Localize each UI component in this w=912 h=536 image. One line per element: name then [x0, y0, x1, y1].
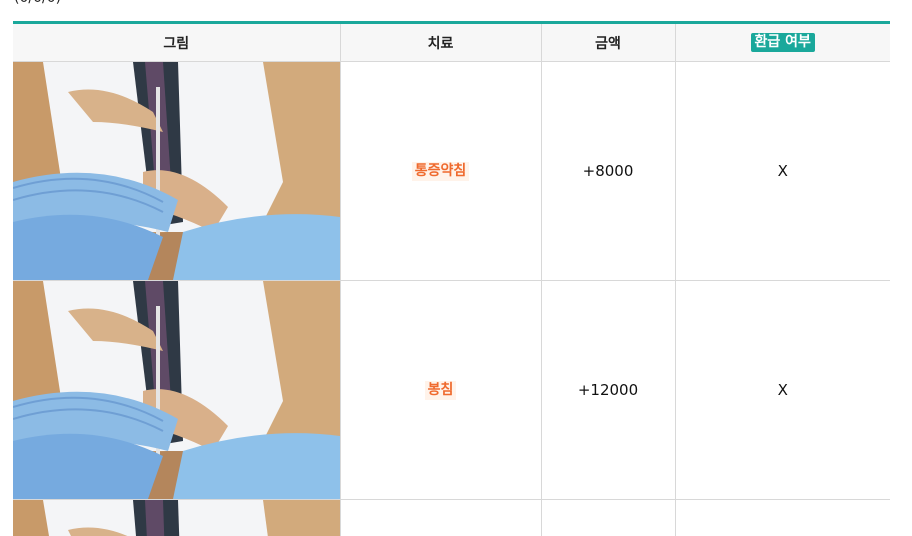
column-header-amount: 금액: [540, 24, 675, 62]
acupuncture-injection-photo: [13, 62, 340, 280]
top-caption: (0/0/0): [14, 0, 61, 8]
amount-cell: [540, 499, 675, 536]
column-header-refund: 환급 여부: [674, 24, 890, 62]
column-header-image: 그림: [13, 24, 340, 62]
table-row: [13, 499, 890, 536]
column-header-treatment: 치료: [339, 24, 541, 62]
treatment-cell: 봉침: [339, 280, 541, 500]
treatment-label: 봉침: [424, 381, 457, 400]
table-row: 통증약침 +8000 X: [13, 61, 890, 281]
table-header-row: 그림 치료 금액 환급 여부: [13, 24, 890, 62]
treatment-cell: [339, 499, 541, 536]
refund-header-badge: 환급 여부: [750, 33, 815, 52]
amount-cell: +12000: [540, 280, 675, 500]
refund-cell: [674, 499, 890, 536]
image-cell: [13, 499, 340, 536]
treatment-label: 통증약침: [411, 162, 470, 181]
acupuncture-injection-photo: [13, 281, 340, 499]
refund-cell: X: [674, 61, 890, 281]
treatment-cell: 통증약침: [339, 61, 541, 281]
pricing-table: 그림 치료 금액 환급 여부: [13, 21, 890, 536]
acupuncture-injection-photo: [13, 500, 340, 536]
image-cell: [13, 280, 340, 500]
refund-cell: X: [674, 280, 890, 500]
amount-cell: +8000: [540, 61, 675, 281]
image-cell: [13, 61, 340, 281]
table-row: 봉침 +12000 X: [13, 280, 890, 500]
